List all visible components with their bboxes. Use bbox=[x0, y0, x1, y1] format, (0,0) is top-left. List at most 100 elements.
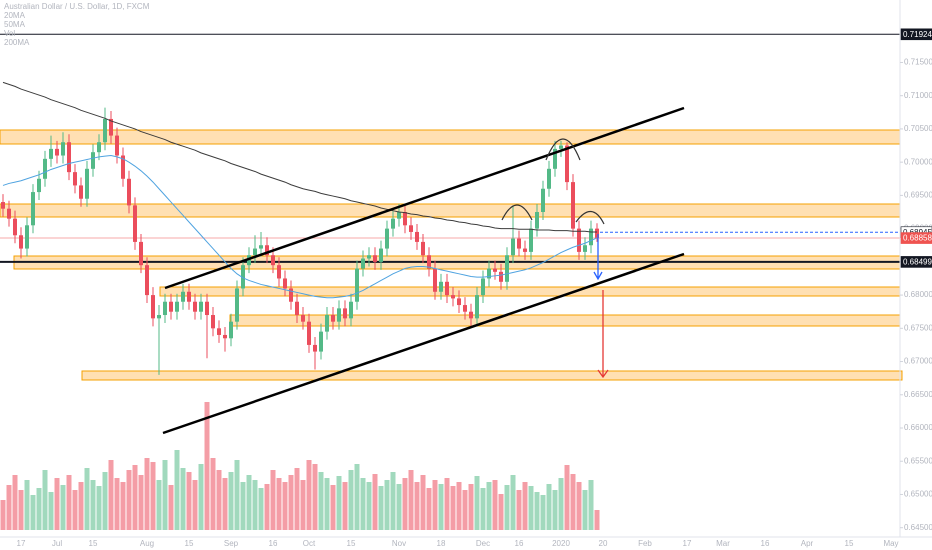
volume-bar bbox=[456, 482, 462, 530]
volume-bar bbox=[78, 482, 84, 530]
volume-bar bbox=[126, 470, 132, 530]
volume-bar bbox=[498, 494, 504, 530]
volume-bar bbox=[240, 482, 246, 530]
arc bbox=[575, 210, 605, 225]
y-tick-label: 0.71500 bbox=[904, 58, 932, 67]
arrow bbox=[593, 234, 603, 281]
candle-body bbox=[541, 188, 545, 213]
volume-bar bbox=[54, 478, 60, 530]
volume-bar bbox=[12, 475, 18, 530]
candle-body bbox=[61, 142, 65, 156]
candle-body bbox=[445, 281, 449, 296]
candle-body bbox=[151, 295, 155, 319]
volume-bar bbox=[36, 488, 42, 530]
volume-bar bbox=[426, 488, 432, 530]
volume-bar bbox=[18, 490, 24, 530]
candle-body bbox=[73, 172, 77, 186]
candle-body bbox=[319, 331, 323, 352]
price-marker-label: 0.71924 bbox=[903, 30, 932, 39]
candle-body bbox=[295, 301, 299, 316]
volume-bar bbox=[540, 495, 546, 530]
volume-bar bbox=[210, 458, 216, 530]
x-tick-label: May bbox=[883, 539, 898, 548]
volume-bar bbox=[594, 510, 600, 530]
candle-body bbox=[559, 145, 563, 149]
volume-bar bbox=[342, 482, 348, 530]
candle-body bbox=[349, 301, 353, 319]
candle-body bbox=[115, 135, 119, 156]
volume-bar bbox=[402, 478, 408, 530]
moving-averages bbox=[2, 81, 598, 299]
volume-bar bbox=[72, 490, 78, 530]
volume-bar bbox=[354, 464, 360, 530]
volume-bar bbox=[468, 484, 474, 530]
candle-body bbox=[229, 321, 233, 339]
x-tick-label: 17 bbox=[683, 539, 692, 548]
volume-bar bbox=[162, 460, 168, 530]
candle-body bbox=[259, 245, 263, 249]
ma-line bbox=[2, 155, 598, 299]
volume-bar bbox=[108, 460, 114, 530]
candle-body bbox=[79, 185, 83, 199]
legend: Australian Dollar / U.S. Dollar, 1D, FXC… bbox=[4, 2, 150, 47]
candle-body bbox=[265, 245, 269, 256]
candle-body bbox=[187, 291, 191, 302]
candle-body bbox=[313, 344, 317, 352]
volume-bar bbox=[90, 480, 96, 530]
candle-body bbox=[13, 218, 17, 236]
arc bbox=[545, 138, 581, 161]
candle-body bbox=[55, 148, 59, 156]
candle-body bbox=[553, 148, 557, 169]
candle-body bbox=[397, 212, 401, 219]
candle-body bbox=[133, 205, 137, 242]
volume-bar bbox=[264, 484, 270, 530]
volume-bar bbox=[198, 464, 204, 530]
y-tick-label: 0.69500 bbox=[904, 191, 932, 200]
x-tick-label: Mar bbox=[716, 539, 730, 548]
candle-body bbox=[91, 152, 95, 169]
x-tick-label: 15 bbox=[845, 539, 854, 548]
volume-bar bbox=[0, 500, 6, 530]
volume-bar bbox=[552, 490, 558, 530]
volume-bar bbox=[504, 485, 510, 530]
candle-body bbox=[337, 308, 341, 322]
candle-body bbox=[139, 241, 143, 266]
candle-body bbox=[289, 288, 293, 302]
candle-body bbox=[565, 145, 569, 183]
volume-bar bbox=[216, 470, 222, 530]
candle-body bbox=[199, 301, 203, 312]
volume-bar bbox=[186, 472, 192, 530]
volume-bar bbox=[306, 460, 312, 530]
x-tick-label: 20 bbox=[599, 539, 608, 548]
candle-body bbox=[325, 315, 329, 332]
volume-bar bbox=[270, 470, 276, 530]
volume-bar bbox=[366, 482, 372, 530]
volume-bar bbox=[390, 472, 396, 530]
candle-body bbox=[535, 212, 539, 229]
candle-body bbox=[373, 255, 377, 262]
candle-body bbox=[523, 248, 527, 252]
candle-body bbox=[391, 218, 395, 229]
candle-body bbox=[589, 228, 593, 246]
volume-bar bbox=[480, 488, 486, 530]
price-marker-label: 0.68858 bbox=[903, 234, 932, 243]
candle-body bbox=[505, 255, 509, 282]
volume-bar bbox=[174, 450, 180, 530]
volume-bar bbox=[546, 484, 552, 530]
y-tick-label: 0.66500 bbox=[904, 390, 932, 399]
volume-bar bbox=[372, 474, 378, 530]
candle-body bbox=[211, 315, 215, 329]
x-tick-label: 15 bbox=[185, 539, 194, 548]
volume-bar bbox=[414, 482, 420, 530]
candle-body bbox=[169, 301, 173, 312]
volume-bar bbox=[318, 472, 324, 530]
candle-body bbox=[103, 118, 107, 143]
candle-body bbox=[355, 268, 359, 302]
candle-body bbox=[25, 225, 29, 249]
candle-body bbox=[439, 281, 443, 292]
volume-bar bbox=[510, 475, 516, 530]
volume-bar bbox=[294, 468, 300, 530]
x-tick-label: Aug bbox=[140, 539, 154, 548]
candle-body bbox=[487, 268, 491, 279]
candle-body bbox=[367, 255, 371, 259]
